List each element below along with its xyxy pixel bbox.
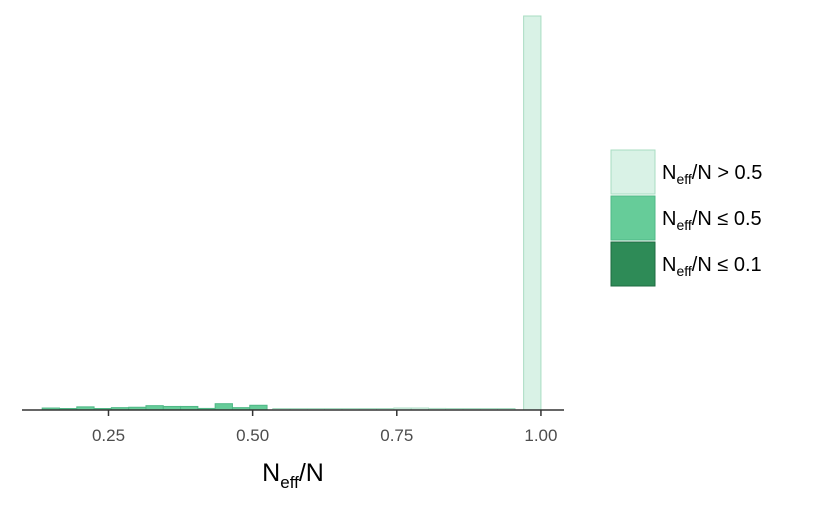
x-tick-label: 0.25 (92, 426, 125, 445)
bar-high-14 (523, 15, 542, 411)
x-tick-label: 1.00 (524, 426, 557, 445)
x-tick-label: 0.50 (236, 426, 269, 445)
x-tick-label: 0.75 (380, 426, 413, 445)
histogram-bars (41, 15, 542, 411)
legend-key-mid (610, 195, 656, 241)
bar-mid-10 (214, 403, 233, 411)
legend-key-high (610, 149, 656, 195)
legend-label-mid: Neff/N ≤ 0.5 (662, 208, 762, 233)
legend-label-high: Neff/N > 0.5 (662, 162, 762, 187)
x-axis-title: Neff/N (262, 459, 324, 492)
x-axis-ticks: 0.25 0.50 0.75 1.00 (92, 410, 557, 445)
legend-key-low (610, 241, 656, 287)
legend-label-low: Neff/N ≤ 0.1 (662, 254, 762, 279)
legend: Neff/N > 0.5 Neff/N ≤ 0.5 Neff/N ≤ 0.1 (610, 149, 762, 287)
